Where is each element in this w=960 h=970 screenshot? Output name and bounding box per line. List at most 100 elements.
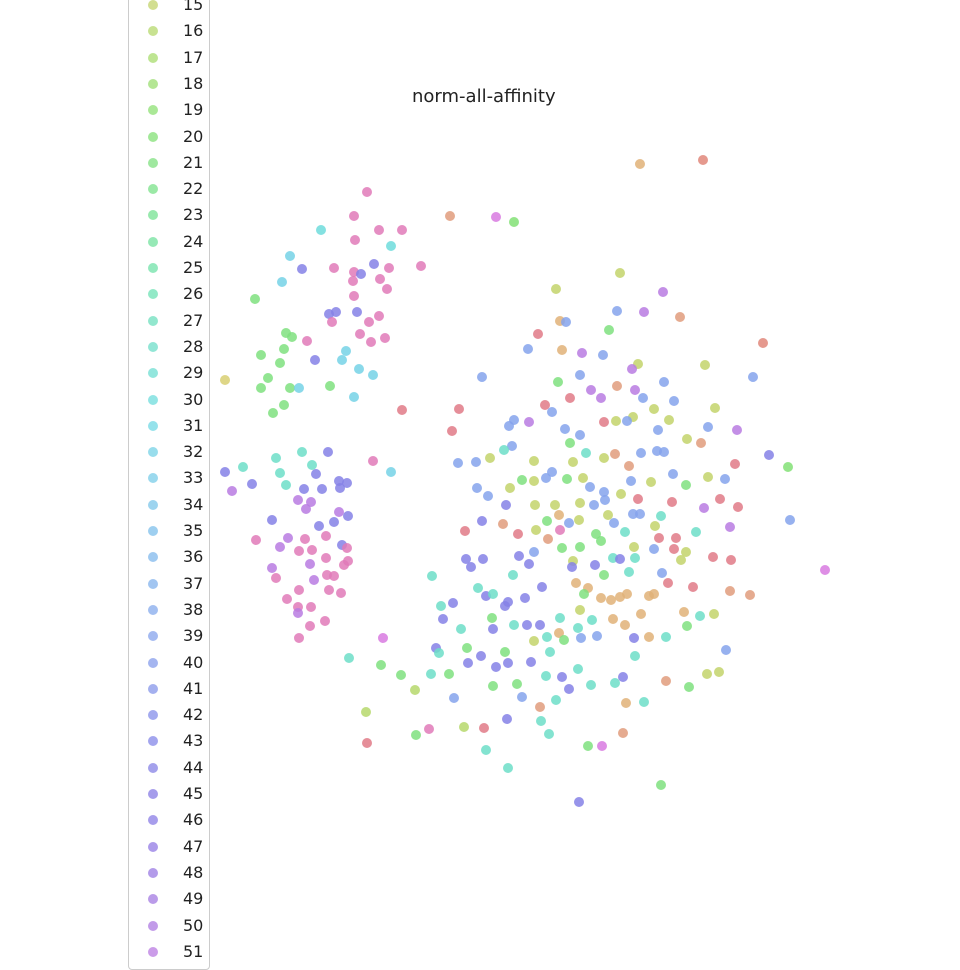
data-point (323, 447, 333, 457)
data-point (656, 780, 666, 790)
data-point (306, 602, 316, 612)
data-point (536, 716, 546, 726)
data-point (661, 676, 671, 686)
data-point (684, 682, 694, 692)
legend-label: 26 (183, 284, 204, 304)
data-point (575, 370, 585, 380)
data-point (473, 583, 483, 593)
data-point (708, 552, 718, 562)
data-point (571, 578, 581, 588)
data-point (577, 348, 587, 358)
data-point (574, 797, 584, 807)
data-point (621, 698, 631, 708)
legend-label: 38 (183, 599, 204, 619)
data-point (523, 344, 533, 354)
data-point (583, 741, 593, 751)
data-point (535, 620, 545, 630)
data-point (596, 536, 606, 546)
legend-item: 41 (129, 679, 209, 699)
data-point (622, 416, 632, 426)
data-point (479, 723, 489, 733)
data-point (311, 469, 321, 479)
legend-item: 24 (129, 232, 209, 252)
data-point (575, 430, 585, 440)
legend-item: 40 (129, 653, 209, 673)
data-point (348, 276, 358, 286)
data-point (696, 438, 706, 448)
legend-item: 29 (129, 363, 209, 383)
data-point (576, 633, 586, 643)
data-point (573, 664, 583, 674)
data-point (585, 482, 595, 492)
data-point (321, 531, 331, 541)
legend-swatch (148, 867, 158, 878)
data-point (820, 565, 830, 575)
data-point (726, 555, 736, 565)
data-point (327, 317, 337, 327)
data-point (463, 658, 473, 668)
data-point (466, 562, 476, 572)
legend-label: 15 (183, 0, 204, 14)
data-point (501, 500, 511, 510)
legend-item: 21 (129, 153, 209, 173)
data-point (541, 473, 551, 483)
legend: 15 16 17 18 19 20 21 22 23 24 25 26 27 28 29 30 31 32 33 34… (128, 0, 210, 970)
data-point (498, 519, 508, 529)
legend-item: 51 (129, 942, 209, 962)
data-point (384, 263, 394, 273)
data-point (376, 660, 386, 670)
data-point (329, 263, 339, 273)
data-point (481, 745, 491, 755)
data-point (725, 586, 735, 596)
data-point (543, 534, 553, 544)
data-point (599, 487, 609, 497)
data-point (477, 372, 487, 382)
data-point (529, 547, 539, 557)
data-point (611, 416, 621, 426)
data-point (447, 426, 457, 436)
legend-swatch (148, 736, 158, 747)
data-point (606, 595, 616, 605)
data-point (238, 462, 248, 472)
data-point (681, 480, 691, 490)
legend-swatch (148, 552, 158, 563)
data-point (681, 547, 691, 557)
data-point (305, 621, 315, 631)
legend-item: 23 (129, 205, 209, 225)
data-point (555, 525, 565, 535)
data-point (564, 684, 574, 694)
data-point (247, 479, 257, 489)
data-point (668, 469, 678, 479)
data-point (337, 355, 347, 365)
legend-item: 50 (129, 916, 209, 936)
data-point (300, 534, 310, 544)
legend-item: 30 (129, 390, 209, 410)
data-point (659, 377, 669, 387)
legend-item: 42 (129, 705, 209, 725)
data-point (297, 447, 307, 457)
legend-label: 25 (183, 258, 204, 277)
legend-swatch (148, 710, 158, 721)
data-point (608, 614, 618, 624)
data-point (628, 509, 638, 519)
data-point (675, 312, 685, 322)
data-point (721, 645, 731, 655)
data-point (636, 448, 646, 458)
legend-swatch (148, 683, 158, 694)
data-point (349, 291, 359, 301)
data-point (279, 400, 289, 410)
data-point (644, 632, 654, 642)
legend-label: 32 (183, 442, 204, 462)
data-point (436, 601, 446, 611)
legend-label: 39 (183, 626, 204, 646)
data-point (267, 515, 277, 525)
legend-item: 35 (129, 521, 209, 541)
data-point (624, 567, 634, 577)
data-point (378, 633, 388, 643)
legend-label: 44 (183, 757, 204, 777)
legend-item: 33 (129, 468, 209, 488)
data-point (702, 669, 712, 679)
data-point (730, 459, 740, 469)
legend-item: 32 (129, 442, 209, 462)
